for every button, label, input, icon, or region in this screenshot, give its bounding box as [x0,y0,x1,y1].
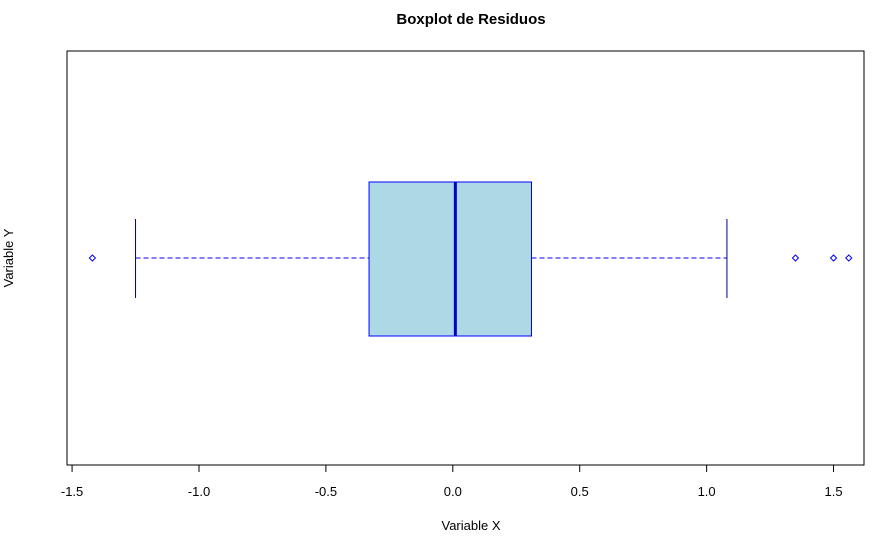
chart-title: Boxplot de Residuos [396,11,545,28]
outlier-point [88,254,97,262]
x-tick-label: 0.0 [444,484,462,499]
outlier-point [829,254,838,262]
x-tick-label: 1.5 [825,484,843,499]
x-tick-label: 1.0 [698,484,716,499]
outlier-point [791,254,800,262]
box-layer [135,181,728,337]
x-tick-label: 0.5 [571,484,589,499]
x-axis-label: Variable X [441,518,500,533]
outlier-layer [88,254,853,262]
x-tick-label: -0.5 [315,484,337,499]
outlier-point [845,254,853,262]
x-tick-label: -1.5 [61,484,83,499]
x-tick-label: -1.0 [188,484,210,499]
y-axis-label: Variable Y [1,228,16,287]
x-axis: -1.5 -1.0 -0.5 0.0 0.5 1.0 1.5 [61,464,843,499]
interquartile-box [368,181,532,337]
